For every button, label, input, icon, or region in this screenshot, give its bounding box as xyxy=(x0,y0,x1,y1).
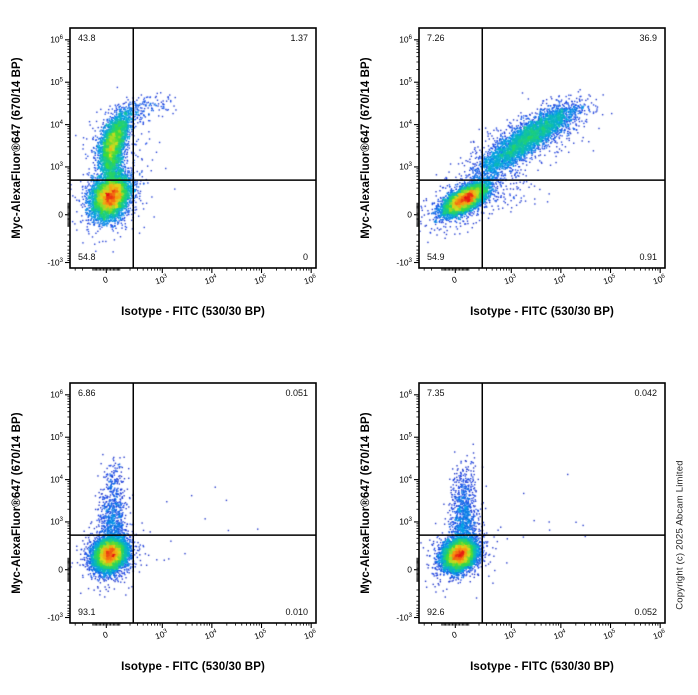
quadrant-stat-upper-left: 6.86 xyxy=(78,388,96,398)
svg-text:105: 105 xyxy=(602,628,618,642)
x-axis-label: Isotype - FITC (530/30 BP) xyxy=(121,661,265,673)
svg-text:105: 105 xyxy=(253,273,269,287)
copyright-notice: Copyright (c) 2025 Abcam Limited xyxy=(674,460,686,610)
svg-text:0: 0 xyxy=(407,565,412,575)
svg-text:103: 103 xyxy=(503,273,519,287)
svg-text:105: 105 xyxy=(253,628,269,642)
svg-text:104: 104 xyxy=(399,474,412,484)
svg-text:106: 106 xyxy=(652,628,668,642)
quadrant-stat-upper-left: 7.35 xyxy=(427,388,445,398)
svg-text:104: 104 xyxy=(552,273,568,287)
svg-text:104: 104 xyxy=(552,628,568,642)
svg-text:103: 103 xyxy=(154,628,170,642)
axes-ticks-and-gates: 0 103 104 105 106 -103 0 103 104 105 106 xyxy=(47,27,319,287)
flow-panel-top-left: Myc-AlexaFluor®647 (670/14 BP) 0 103 104 10… xyxy=(0,0,349,347)
axes-ticks-and-gates: 0 103 104 105 106 -103 0 103 104 105 106 xyxy=(396,382,668,642)
svg-text:105: 105 xyxy=(50,432,63,442)
scatter-density-canvas xyxy=(419,28,665,268)
svg-text:-103: -103 xyxy=(396,257,412,267)
quadrant-stat-upper-left: 7.26 xyxy=(427,33,445,43)
x-axis-label: Isotype - FITC (530/30 BP) xyxy=(121,306,265,318)
svg-text:106: 106 xyxy=(652,273,668,287)
flow-panel-bottom-right: Myc-AlexaFluor®647 (670/14 BP) 0 103 104 10… xyxy=(349,355,698,695)
quadrant-stat-lower-left: 54.9 xyxy=(427,252,445,262)
svg-text:106: 106 xyxy=(303,628,319,642)
x-axis-label: Isotype - FITC (530/30 BP) xyxy=(470,306,614,318)
svg-text:0: 0 xyxy=(58,565,63,575)
svg-text:104: 104 xyxy=(50,119,63,129)
quadrant-stat-lower-right: 0 xyxy=(302,252,308,262)
svg-text:0: 0 xyxy=(407,210,412,220)
svg-text:105: 105 xyxy=(50,77,63,87)
quadrant-stat-lower-right: 0.91 xyxy=(639,252,657,262)
quadrant-stat-upper-left: 43.8 xyxy=(78,33,96,43)
svg-text:103: 103 xyxy=(154,273,170,287)
svg-text:104: 104 xyxy=(203,628,219,642)
svg-text:105: 105 xyxy=(399,77,412,87)
svg-text:0: 0 xyxy=(102,274,110,285)
scatter-density-canvas xyxy=(419,383,665,623)
svg-text:104: 104 xyxy=(399,119,412,129)
svg-text:-103: -103 xyxy=(47,257,63,267)
axes-ticks-and-gates: 0 103 104 105 106 -103 0 103 104 105 106 xyxy=(47,382,319,642)
quadrant-stat-lower-left: 93.1 xyxy=(78,607,96,617)
x-axis-label: Isotype - FITC (530/30 BP) xyxy=(470,661,614,673)
flow-panel-bottom-left: Myc-AlexaFluor®647 (670/14 BP) 0 103 104 10… xyxy=(0,355,349,695)
svg-text:106: 106 xyxy=(399,390,412,400)
scatter-density-canvas xyxy=(70,383,316,623)
svg-text:0: 0 xyxy=(58,210,63,220)
svg-text:105: 105 xyxy=(602,273,618,287)
quadrant-stat-upper-right: 0.051 xyxy=(285,388,308,398)
quadrant-stat-upper-right: 36.9 xyxy=(639,33,657,43)
quadrant-stat-lower-left: 92.6 xyxy=(427,607,445,617)
svg-text:106: 106 xyxy=(50,35,63,45)
svg-text:106: 106 xyxy=(399,35,412,45)
scatter-density-canvas xyxy=(70,28,316,268)
axes-ticks-and-gates: 0 103 104 105 106 -103 0 103 104 105 106 xyxy=(396,27,668,287)
svg-text:106: 106 xyxy=(303,273,319,287)
svg-text:-103: -103 xyxy=(396,612,412,622)
svg-text:-103: -103 xyxy=(47,612,63,622)
svg-text:103: 103 xyxy=(503,628,519,642)
quadrant-stat-upper-right: 1.37 xyxy=(290,33,308,43)
svg-text:103: 103 xyxy=(50,162,63,172)
svg-text:0: 0 xyxy=(451,629,459,640)
quadrant-stat-upper-right: 0.042 xyxy=(634,388,657,398)
svg-text:105: 105 xyxy=(399,432,412,442)
flow-panel-top-right: Myc-AlexaFluor®647 (670/14 BP) 0 103 104 10… xyxy=(349,0,698,347)
quadrant-stat-lower-left: 54.8 xyxy=(78,252,96,262)
svg-text:0: 0 xyxy=(451,274,459,285)
svg-text:103: 103 xyxy=(50,517,63,527)
quadrant-stat-lower-right: 0.010 xyxy=(285,607,308,617)
quadrant-stat-lower-right: 0.052 xyxy=(634,607,657,617)
svg-text:103: 103 xyxy=(399,162,412,172)
svg-text:104: 104 xyxy=(203,273,219,287)
svg-text:106: 106 xyxy=(50,390,63,400)
svg-text:0: 0 xyxy=(102,629,110,640)
svg-text:103: 103 xyxy=(399,517,412,527)
svg-text:104: 104 xyxy=(50,474,63,484)
